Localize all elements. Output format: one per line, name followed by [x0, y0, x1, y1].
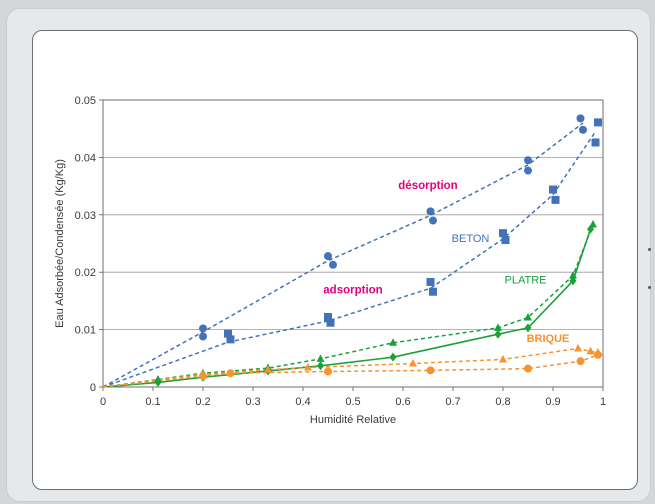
x-tick-label: 1	[600, 396, 606, 408]
series-lines	[102, 122, 599, 388]
annotation-label: BETON	[452, 233, 490, 245]
y-tick-label: 0.02	[75, 267, 96, 279]
annotation-label: BRIQUE	[527, 333, 570, 345]
brique-desorption-points-marker	[264, 365, 272, 373]
x-tick-label: 0	[100, 396, 106, 408]
brique-adsorption-points-marker	[324, 367, 332, 376]
beton-adsorption-points-marker	[429, 287, 437, 296]
brique-desorption-points-marker	[304, 362, 312, 371]
beton-desorption-points-marker	[199, 324, 207, 333]
beton-adsorption-points-marker	[326, 318, 335, 327]
brique-adsorption-points-marker	[199, 372, 207, 381]
y-tick-label: 0	[90, 382, 96, 394]
beton-desorption-points-marker	[329, 260, 337, 269]
beton-desorption-points-marker	[426, 207, 435, 216]
brique-desorption-points-marker	[574, 344, 582, 352]
brique-adsorption-points-marker	[524, 364, 532, 373]
beton-desorption-fit-line	[102, 122, 584, 388]
x-tick-label: 0.5	[345, 396, 360, 408]
x-tick-label: 0.9	[545, 396, 560, 408]
y-tick-label: 0.03	[75, 210, 96, 222]
platre-adsorption-points-marker	[389, 352, 397, 362]
beton-adsorption-points-marker	[594, 118, 602, 127]
platre-desorption-points-marker	[389, 338, 397, 346]
annotation-label: adsorption	[323, 284, 382, 296]
platre-adsorption-points-marker	[524, 323, 532, 333]
brique-desorption-points-line	[102, 347, 599, 388]
beton-desorption-points-marker	[199, 332, 207, 341]
beton-adsorption-points-marker	[226, 335, 235, 344]
beton-adsorption-points-marker	[426, 277, 435, 286]
platre-desorption-points-line	[102, 224, 594, 388]
platre-desorption-points-marker	[589, 220, 597, 228]
platre-desorption-points-marker	[569, 271, 577, 279]
x-tick-label: 0.4	[295, 396, 310, 408]
brique-adsorption-points-marker	[426, 366, 435, 375]
x-axis-label: Humidité Relative	[310, 414, 396, 426]
platre-desorption-points-marker	[494, 323, 502, 331]
brique-adsorption-points-marker	[576, 357, 585, 366]
y-tick-label: 0.01	[75, 325, 96, 337]
beton-desorption-points-marker	[429, 216, 437, 225]
axes	[99, 99, 604, 391]
beton-adsorption-points-marker	[499, 229, 507, 238]
brique-adsorption-points-marker	[226, 369, 235, 378]
beton-desorption-points-marker	[579, 125, 587, 134]
beton-adsorption-points-marker	[551, 195, 560, 204]
annotation-label: PLATRE	[505, 275, 547, 287]
x-tick-label: 0.1	[145, 396, 160, 408]
platre-adsorption-points-marker	[494, 329, 502, 339]
x-tick-label: 0.2	[195, 396, 210, 408]
platre-desorption-points-marker	[154, 375, 162, 383]
beton-adsorption-points-marker	[549, 185, 557, 194]
beton-desorption-points-marker	[524, 166, 532, 175]
platre-desorption-points-marker	[316, 354, 325, 362]
beton-adsorption-fit-line	[102, 131, 597, 388]
plot-border	[102, 99, 604, 388]
platre-desorption-points-marker	[524, 313, 532, 321]
beton-adsorption-points-marker	[224, 329, 232, 338]
beton-desorption-points-marker	[324, 252, 332, 261]
beton-adsorption-points-marker	[591, 138, 600, 147]
chart-svg: 0 0.01 0.02 0.03 0.04 0.05 0 0.1 0.2 0.3 0.4 0.5 0.6…	[54, 95, 606, 426]
y-tick-label: 0.04	[75, 152, 96, 164]
y-tick-label: 0.05	[75, 95, 96, 107]
annotation-label: désorption	[398, 180, 457, 192]
platre-adsorption-points-line	[102, 228, 592, 388]
x-tick-label: 0.7	[445, 396, 460, 408]
beton-adsorption-points-marker	[324, 312, 332, 321]
chart-panel: 0 0.01 0.02 0.03 0.04 0.05 0 0.1 0.2 0.3 0.4 0.5 0.6…	[32, 30, 638, 490]
beton-desorption-points-marker	[524, 156, 532, 165]
x-tick-label: 0.3	[245, 396, 260, 408]
brique-desorption-points-marker	[409, 358, 417, 367]
y-axis-label: Eau Adsorbée/Condensée (Kg/Kg)	[54, 159, 66, 328]
platre-adsorption-points-marker	[317, 361, 324, 371]
series-markers	[154, 114, 602, 387]
x-tick-label: 0.8	[495, 396, 510, 408]
x-tick-label: 0.6	[395, 396, 410, 408]
brique-adsorption-points-marker	[594, 350, 602, 359]
brique-desorption-points-marker	[586, 346, 595, 355]
annotations: désorption BETON adsorption PLATRE BRIQUE	[323, 180, 569, 345]
beton-adsorption-points-marker	[501, 236, 510, 245]
side-dots	[642, 240, 655, 300]
tick-labels: 0 0.01 0.02 0.03 0.04 0.05 0 0.1 0.2 0.3 0.4 0.5 0.6…	[75, 95, 606, 408]
brique-adsorption-points-line	[102, 354, 599, 388]
brique-desorption-points-marker	[499, 354, 507, 363]
beton-desorption-points-marker	[576, 114, 585, 123]
